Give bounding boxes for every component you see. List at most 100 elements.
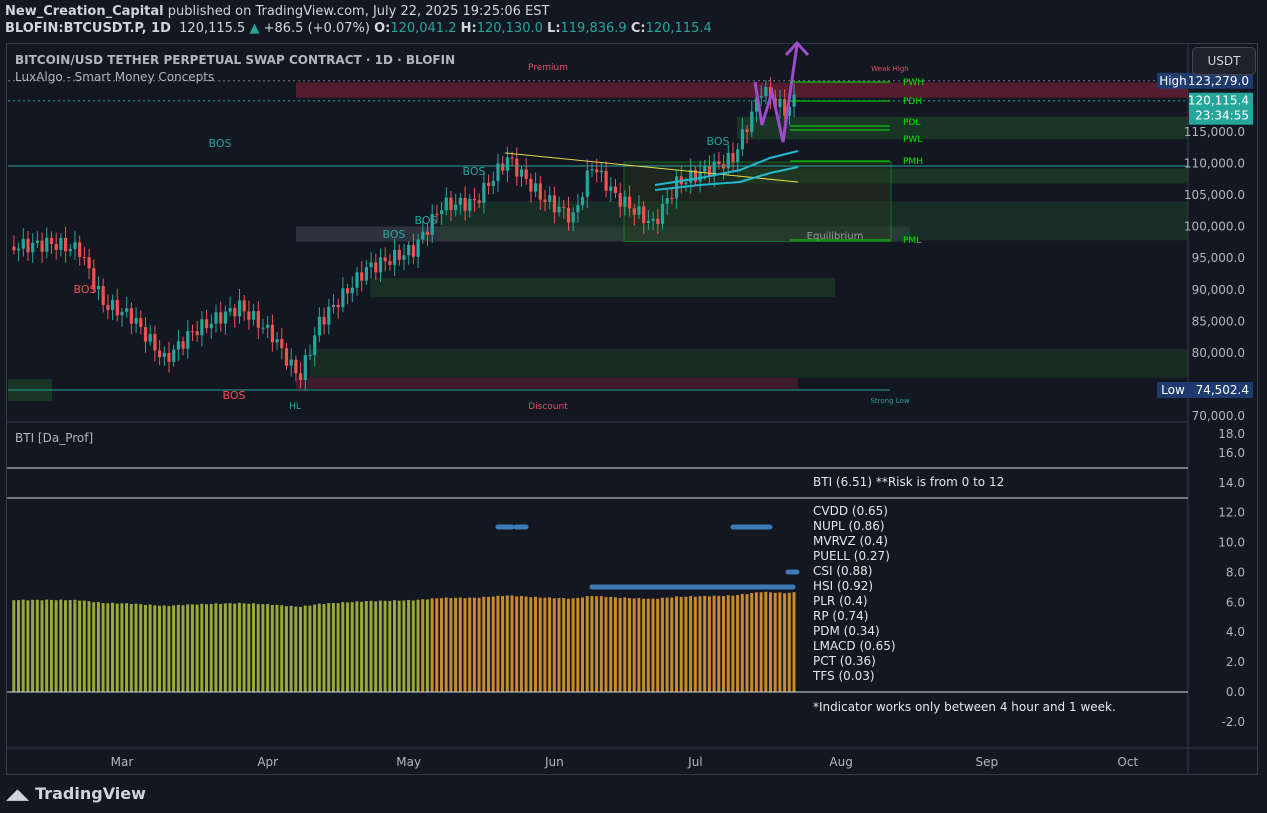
low-label: L: [547, 21, 561, 36]
indicator-bti-label[interactable]: BTI [Da_Prof] [15, 431, 94, 445]
bti-component: MVRVZ (0.4) [813, 534, 888, 548]
bti-bar [35, 599, 39, 692]
level-label-pmh: PMH [903, 157, 923, 167]
bti-bar [613, 597, 617, 692]
bti-bar [275, 604, 279, 692]
candle-body [566, 207, 571, 223]
bos-label: BOS [383, 228, 406, 241]
bti-bar [350, 602, 354, 692]
candle-body [12, 246, 16, 251]
bti-bar [374, 601, 378, 692]
bti-bar [153, 605, 157, 692]
bti-bar [125, 603, 129, 692]
bti-bar [336, 603, 340, 692]
bti-bar [421, 599, 425, 692]
candle-body [68, 248, 72, 252]
candle-body [256, 311, 260, 328]
bti-bar [82, 600, 86, 692]
candle-body [378, 257, 383, 273]
candle-body [322, 316, 326, 325]
bti-bar [407, 599, 411, 692]
candle-body [139, 317, 143, 327]
time-tick: Apr [257, 755, 278, 769]
bti-bar [280, 605, 284, 692]
bti-bar [590, 596, 594, 692]
bti-bar [78, 600, 82, 692]
candle-body [101, 286, 105, 306]
candle-body [595, 169, 599, 173]
countdown: 23:34:55 [1195, 109, 1249, 123]
bti-bar [143, 604, 147, 692]
bti-component: CVDD (0.65) [813, 504, 888, 518]
candle-body [599, 170, 603, 173]
bti-bar [778, 592, 782, 692]
candle-body [496, 163, 500, 181]
candle-body [237, 300, 242, 317]
candle-body [538, 183, 542, 200]
bti-bar [205, 604, 208, 692]
candle-body [407, 244, 411, 256]
candle-body [425, 231, 430, 235]
bti-tick: 0.0 [1226, 685, 1245, 699]
bti-tick: -2.0 [1222, 715, 1245, 729]
bti-bar [26, 600, 30, 692]
candle-body [778, 98, 782, 108]
bti-bar [717, 595, 721, 692]
candle-body [181, 341, 185, 349]
candle-body [360, 272, 364, 281]
bti-bar [764, 591, 768, 692]
time-tick: Sep [975, 755, 998, 769]
candle-body [411, 244, 415, 257]
bti-bar [769, 592, 772, 692]
price-tick: 100,000.0 [1184, 220, 1245, 234]
candle-body [764, 87, 768, 97]
ema-line [654, 150, 799, 186]
bti-bar [270, 604, 274, 692]
candle-body [501, 163, 505, 171]
high-price-tag [1189, 72, 1253, 89]
candle-body [228, 307, 232, 312]
bti-bar [115, 603, 119, 692]
candle-body [313, 335, 317, 356]
bos-label: BOS [463, 165, 486, 178]
candle-body [454, 204, 458, 210]
candle-body [78, 242, 82, 258]
bti-bar [139, 604, 143, 692]
bti-bar [698, 596, 702, 692]
bti-bar [12, 600, 16, 692]
candle-body [59, 237, 63, 250]
candle-body [195, 331, 199, 336]
candle-body [92, 268, 96, 290]
bti-tick: 4.0 [1226, 625, 1245, 639]
candle-body [125, 308, 129, 312]
time-tick: Mar [111, 755, 134, 769]
bti-bar [656, 598, 660, 692]
level-label-pdh: PDH [903, 97, 922, 107]
candle-body [186, 331, 190, 349]
discount-label: Discount [528, 402, 568, 412]
bti-bar [383, 600, 387, 692]
candle-body [703, 166, 707, 172]
candle-body [266, 324, 270, 328]
bti-bar [49, 599, 53, 692]
currency-button[interactable]: USDT [1192, 47, 1256, 75]
brand-name: TradingView [35, 784, 146, 803]
tradingview-logo[interactable]: ◢◣ TradingView [6, 784, 146, 803]
bti-bar [538, 597, 542, 692]
author[interactable]: New_Creation_Capital [5, 4, 164, 19]
bti-component: PLR (0.4) [813, 594, 868, 608]
close-label: C: [630, 21, 646, 36]
bti-bar [440, 598, 443, 692]
bos-label: BOS [74, 283, 97, 296]
candle-body [435, 213, 439, 215]
bti-bar [247, 603, 251, 692]
arrow-head [784, 40, 810, 57]
candle-body [787, 106, 791, 116]
indicator-smc-label[interactable]: LuxAlgo - Smart Money Concepts [15, 70, 215, 84]
candle-body [628, 196, 632, 209]
candle-body [646, 221, 650, 224]
candle-body [49, 237, 54, 244]
price-tick: 95,000.0 [1192, 251, 1245, 265]
bti-bar [609, 596, 613, 692]
